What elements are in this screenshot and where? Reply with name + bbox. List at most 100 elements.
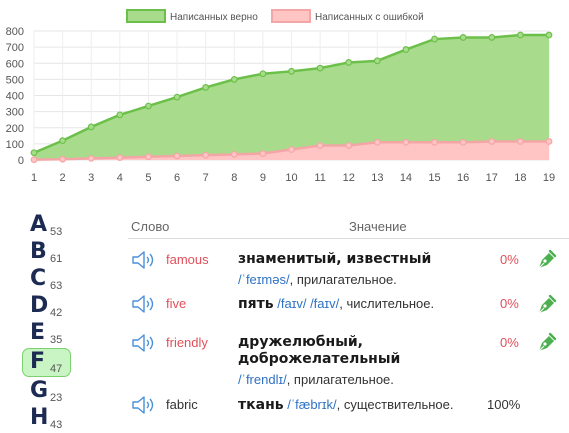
data-point-0 [402, 46, 410, 53]
series-area-0 [34, 35, 549, 160]
data-point-1 [545, 138, 553, 145]
word-text[interactable]: friendly [166, 335, 208, 350]
alphabet-count: 63 [50, 280, 63, 292]
data-point-1 [259, 150, 267, 157]
alphabet-item-h[interactable]: H 43 [22, 405, 82, 432]
data-point-0 [230, 75, 238, 83]
data-point-0 [30, 149, 38, 157]
x-tick-label: 7 [203, 172, 209, 184]
percent-correct: 100% [487, 397, 521, 412]
alphabet-letter: E [30, 320, 46, 345]
speaker-icon[interactable] [131, 333, 157, 353]
y-tick-label: 700 [6, 42, 24, 54]
alphabet-letter: C [30, 266, 47, 291]
x-tick-label: 6 [174, 172, 180, 184]
pen-edit-icon[interactable] [533, 292, 557, 316]
word-text[interactable]: five [166, 296, 187, 311]
x-tick-label: 2 [60, 172, 66, 184]
chart-legend[interactable]: Написанных верно Написанных с ошибкой [126, 9, 424, 23]
y-tick-label: 100 [6, 139, 24, 151]
x-tick-label: 8 [231, 172, 237, 184]
x-tick-label: 17 [486, 172, 498, 184]
translation-line: пять /faɪv/ /faɪv/, числительное. [238, 295, 434, 314]
x-tick-label: 1 [31, 172, 37, 184]
data-point-1 [316, 142, 324, 149]
pen-edit-icon[interactable] [533, 330, 557, 354]
data-point-1 [59, 155, 67, 163]
column-header-word[interactable]: Слово [131, 219, 170, 234]
alphabet-letter: F [30, 349, 46, 374]
data-point-0 [116, 111, 124, 119]
data-point-0 [545, 31, 553, 39]
data-point-1 [145, 153, 152, 161]
x-tick-label: 19 [543, 172, 555, 184]
data-point-1 [516, 138, 524, 145]
y-tick-label: 500 [6, 74, 24, 86]
legend-label-correct[interactable]: Написанных верно [170, 12, 258, 23]
data-point-0 [516, 31, 524, 39]
data-point-0 [459, 34, 467, 41]
data-point-0 [345, 59, 353, 66]
speaker-icon[interactable] [131, 395, 157, 415]
part-of-speech: , прилагательное. [286, 372, 394, 387]
alphabet-item-d[interactable]: D 42 [22, 293, 82, 320]
legend-swatch-wrong [271, 9, 311, 23]
word-text[interactable]: fabric [166, 397, 198, 412]
chart-points [30, 31, 553, 164]
legend-swatch-correct [126, 9, 166, 23]
part-of-speech: , числительное. [339, 296, 435, 311]
data-point-1 [373, 138, 381, 146]
data-point-1 [173, 152, 181, 160]
translation-line: ткань /ˈfæbrɪk/, существительное. [238, 396, 453, 415]
y-tick-label: 600 [6, 58, 24, 70]
alphabet-item-b[interactable]: B 61 [22, 239, 82, 266]
x-tick-label: 5 [145, 172, 151, 184]
data-point-0 [373, 57, 381, 65]
data-point-0 [173, 93, 181, 101]
alphabet-letter: G [30, 378, 49, 403]
alphabet-count: 61 [50, 253, 63, 265]
translation-text-line2: доброжелательный [238, 351, 401, 367]
y-tick-label: 300 [6, 107, 24, 119]
alphabet-item-a[interactable]: A 53 [22, 212, 82, 239]
y-tick-label: 200 [6, 123, 24, 135]
alphabet-item-e[interactable]: E 35 [22, 320, 82, 347]
percent-correct: 0% [500, 252, 519, 267]
alphabet-count: 23 [50, 392, 63, 404]
data-point-1 [459, 138, 467, 146]
y-tick-label: 800 [6, 26, 24, 38]
data-point-0 [488, 34, 496, 41]
data-point-0 [259, 70, 267, 78]
y-tick-label: 400 [6, 91, 24, 103]
y-tick-label: 0 [18, 155, 24, 167]
pronunciation: /ˈfeɪməs/, прилагательное. [238, 272, 397, 287]
translation-text: ткань [238, 397, 284, 413]
data-point-1 [87, 154, 95, 162]
data-point-1 [488, 138, 496, 145]
x-tick-label: 14 [400, 172, 412, 184]
alphabet-letter: A [30, 212, 48, 237]
pronunciation: /ˈfrendlɪ/, прилагательное. [238, 372, 394, 387]
alphabet-count: 42 [50, 307, 63, 319]
alphabet-item-f-active[interactable]: F 47 [22, 348, 82, 377]
speaker-icon[interactable] [131, 294, 157, 314]
alphabet-item-c[interactable]: C 63 [22, 266, 82, 293]
speaker-icon[interactable] [131, 250, 157, 270]
pen-edit-icon[interactable] [533, 247, 557, 271]
legend-label-wrong[interactable]: Написанных с ошибкой [315, 11, 424, 23]
alphabet-letter: H [30, 405, 49, 430]
data-point-1 [202, 151, 210, 159]
data-point-1 [230, 150, 238, 158]
active-highlight [22, 348, 71, 377]
alphabet-item-g[interactable]: G 23 [22, 378, 82, 405]
x-tick-label: 4 [117, 172, 123, 184]
word-text[interactable]: famous [166, 252, 209, 267]
column-header-meaning[interactable]: Значение [349, 219, 407, 234]
part-of-speech: , существительное. [336, 397, 454, 412]
ipa-text: /faɪv/ /faɪv/ [277, 296, 340, 311]
alphabet-letter: D [30, 293, 49, 318]
alphabet-count: 53 [50, 226, 63, 238]
alphabet-letter: B [30, 239, 47, 264]
